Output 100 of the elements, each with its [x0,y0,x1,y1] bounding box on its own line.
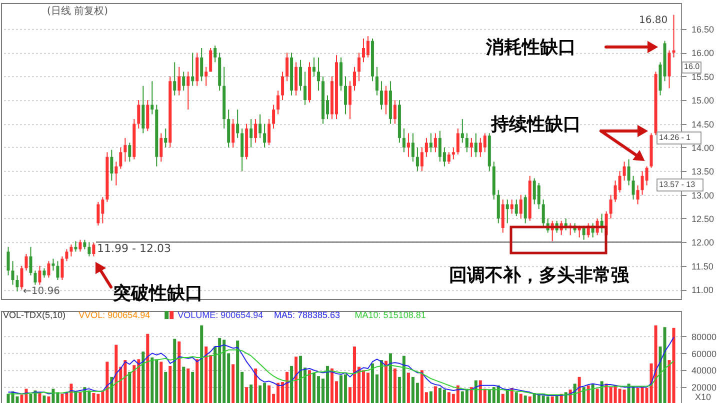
annotation: 16.80 [639,15,668,26]
y-tick-label: 12.50 [692,214,714,224]
bar [546,396,550,403]
bar [434,386,437,403]
candlestick [519,194,522,219]
annotation: 13.57 - 13 [659,180,696,189]
bar [52,388,55,403]
bar [506,390,509,403]
candlestick [609,194,612,219]
text: X10 [695,392,712,402]
bar [173,338,176,403]
bar [578,376,581,403]
candlestick [460,118,464,144]
bar [429,391,432,403]
candlestick [142,85,145,134]
legend-label: VOLUME: 900654.94 [178,310,264,320]
candlestick [294,62,298,96]
candlestick [52,258,55,272]
candlestick [258,114,262,138]
candlestick [164,128,168,148]
bar [245,387,248,403]
candlestick [110,149,114,182]
bar [501,394,504,403]
candlestick [447,152,450,165]
bar [186,368,190,403]
bar [254,368,258,403]
candlestick [60,256,64,281]
bar [470,387,473,403]
candlestick [537,182,540,210]
candlestick [434,132,437,153]
candlestick [38,265,42,286]
candlestick [6,246,10,276]
candlestick [137,100,140,130]
annotation: ←10.96 [23,286,60,297]
text: MA5: 788385.63 [274,310,340,320]
bar [330,368,334,403]
bar [191,372,194,403]
candlestick [312,56,316,77]
bar [142,352,145,403]
candlestick [146,100,150,132]
bar [402,356,406,403]
y-tick-label: 15.00 [692,96,714,106]
candlestick [348,80,352,120]
bar [160,362,163,403]
bar [519,394,522,403]
candlestick [380,80,383,110]
candlestick [452,146,455,160]
y-tick-label: 11.00 [692,285,714,296]
bar [312,372,316,403]
y-tick-label: 60000 [692,348,717,359]
y-tick-label: 15.50 [692,72,714,82]
bar [524,396,527,403]
candlestick [250,118,253,148]
bar [344,374,347,403]
bar [250,384,253,403]
bar [384,360,388,403]
candlestick [209,47,212,72]
bar [232,364,235,403]
bar [182,366,186,403]
y-tick-label: 40000 [692,366,717,376]
candlestick [429,132,432,153]
candlestick [416,146,419,172]
text: MA10: 515108.81 [354,310,426,320]
candlestick [20,265,24,290]
bar [196,359,199,403]
y-tick-label: 16.50 [692,24,714,35]
candlestick [636,184,640,205]
bar [204,346,208,403]
candlestick [47,260,50,278]
candlestick [496,190,500,224]
text: 16.0 [684,62,700,71]
line-series [8,336,674,396]
bar [663,327,666,403]
candlestick [402,128,406,153]
y-tick-label: 16.00 [692,48,714,58]
annotation: 11.99 - 12.03 [97,242,171,255]
candlestick [74,240,78,252]
chart-title: VOL-TDX(5,10) [3,310,66,320]
candlestick [474,132,478,158]
line-series [8,349,674,396]
bar [74,391,78,403]
annotation: 回调不补，多头非常强 [449,265,630,286]
candlestick [424,137,428,158]
candlestick [286,52,289,82]
bar [168,366,172,403]
bar [29,394,32,403]
candlestick [56,260,60,281]
candlestick [304,71,307,106]
annotation: VVOL: 900654.94 [78,310,150,320]
candlestick [232,118,235,148]
bar [38,393,42,403]
bar [380,360,383,403]
bar [465,388,468,403]
candlestick [627,158,630,186]
candlestick [34,270,37,286]
bar [114,344,118,403]
candlestick [92,242,96,257]
candlestick [150,80,154,115]
candlestick [645,166,648,186]
bar [178,341,181,403]
